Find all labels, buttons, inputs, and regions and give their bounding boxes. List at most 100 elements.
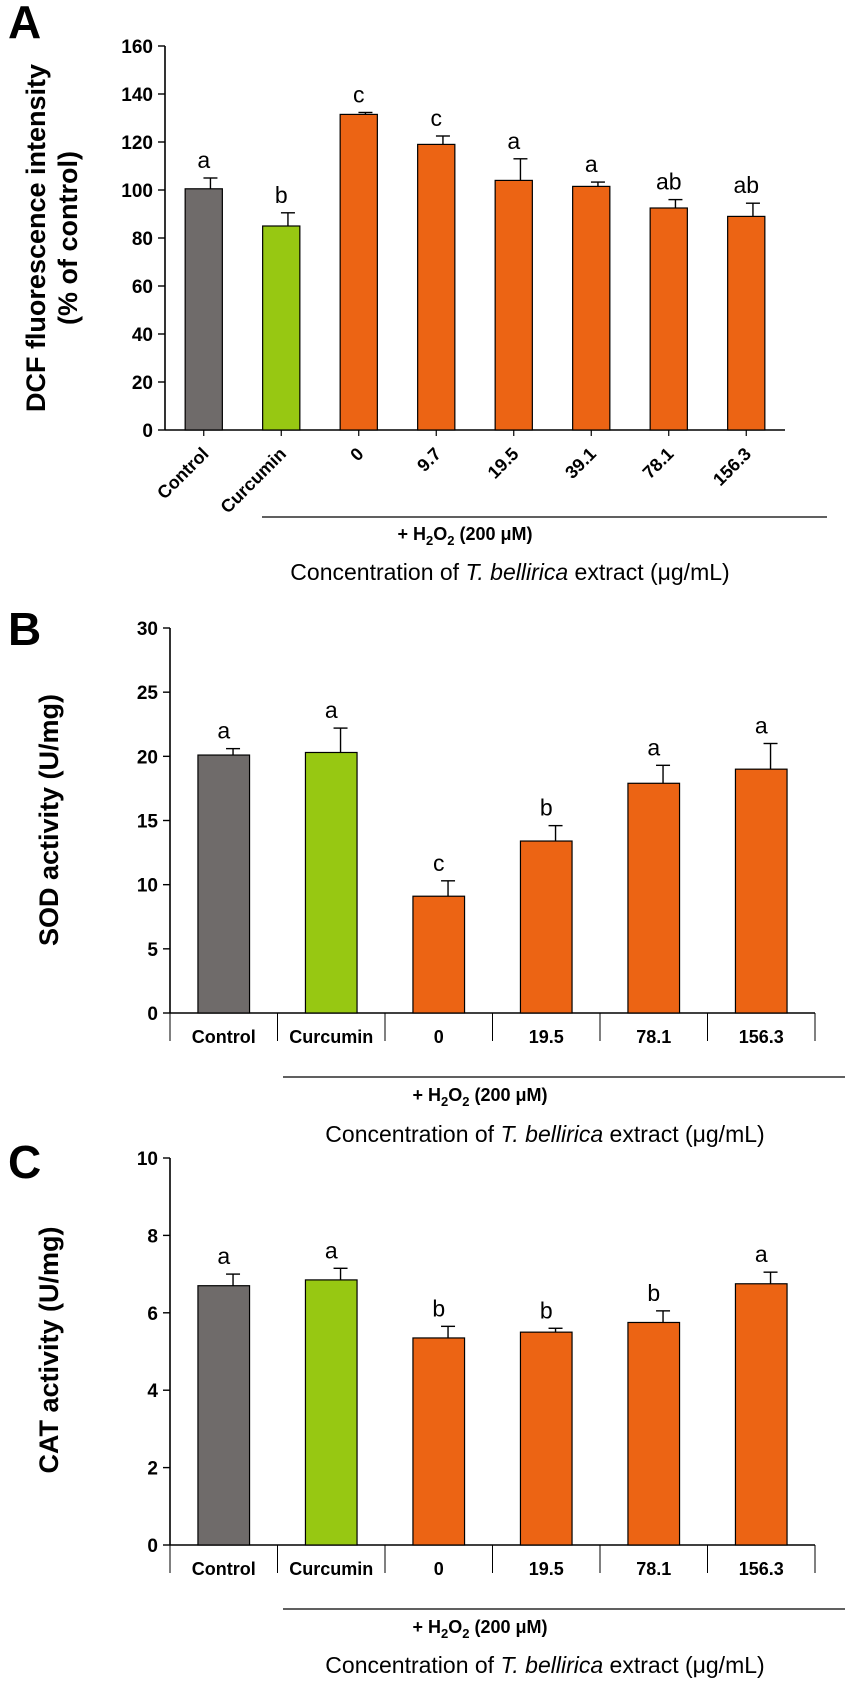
- bar: [412, 1337, 466, 1546]
- bar: [339, 113, 378, 431]
- treatment-label-part: (200 μM): [469, 1085, 547, 1105]
- category-label: 19.5: [484, 444, 523, 483]
- y-tick-label: 4: [147, 1381, 158, 1402]
- y-tick-label: 40: [132, 325, 153, 346]
- significance-letter: c: [431, 105, 443, 131]
- category-label: 9.7: [413, 444, 445, 476]
- bar: [262, 225, 301, 431]
- concentration-label: Concentration of T. bellirica extract (μ…: [325, 1121, 764, 1147]
- category-label: 78.1: [636, 1559, 671, 1579]
- bar: [494, 179, 533, 431]
- y-axis-label-line: CAT activity (U/mg): [34, 1226, 64, 1473]
- y-tick-label: 0: [142, 421, 153, 442]
- significance-letter: a: [197, 147, 210, 173]
- category-label: Curcumin: [217, 444, 291, 518]
- concentration-label: Concentration of T. bellirica extract (μ…: [325, 1652, 764, 1678]
- concentration-label-prefix: Concentration of: [325, 1121, 500, 1147]
- treatment-label-part: 2: [462, 1094, 469, 1109]
- category-label: Control: [153, 444, 212, 503]
- bar: [304, 1279, 358, 1546]
- y-tick-label: 140: [121, 85, 153, 106]
- bar: [184, 188, 223, 431]
- concentration-label-prefix: Concentration of: [325, 1652, 500, 1678]
- y-tick-label: 20: [137, 747, 158, 768]
- bar: [304, 751, 358, 1014]
- bar: [572, 185, 611, 431]
- y-axis-label-line: SOD activity (U/mg): [34, 694, 64, 946]
- category-label: 156.3: [739, 1559, 784, 1579]
- y-axis-label-line: (% of control): [53, 151, 83, 325]
- significance-letter: c: [433, 850, 445, 876]
- bar: [649, 207, 688, 431]
- treatment-label: + H2O2 (200 μM): [412, 1617, 547, 1641]
- bar: [734, 768, 788, 1014]
- category-label: Curcumin: [289, 1559, 373, 1579]
- treatment-label-part: + H: [397, 524, 426, 544]
- concentration-label: Concentration of T. bellirica extract (μ…: [290, 559, 729, 585]
- category-label: 78.1: [639, 444, 678, 483]
- significance-letter: a: [507, 128, 520, 154]
- bar: [627, 1321, 681, 1546]
- bar: [417, 143, 456, 431]
- bar: [412, 895, 466, 1014]
- treatment-label-part: O: [448, 1617, 462, 1637]
- significance-letter: a: [755, 1241, 768, 1267]
- panel-letter: C: [8, 1136, 41, 1188]
- category-label: 39.1: [561, 444, 600, 483]
- significance-letter: a: [647, 734, 660, 760]
- category-label: 78.1: [636, 1027, 671, 1047]
- bar: [734, 1283, 788, 1546]
- significance-letter: b: [275, 182, 288, 208]
- category-label: 0: [346, 444, 367, 465]
- y-tick-label: 160: [121, 37, 153, 58]
- concentration-label-prefix: Concentration of: [290, 559, 465, 585]
- y-axis-label: SOD activity (U/mg): [34, 694, 64, 946]
- significance-letter: a: [755, 713, 768, 739]
- significance-letter: b: [540, 795, 553, 821]
- treatment-label-part: (200 μM): [469, 1617, 547, 1637]
- y-axis-label: DCF fluorescence intensity(% of control): [21, 64, 83, 412]
- significance-letter: c: [353, 81, 365, 107]
- significance-letter: a: [585, 151, 598, 177]
- treatment-label-part: O: [448, 1085, 462, 1105]
- concentration-label-suffix: extract (μg/mL): [568, 559, 730, 585]
- y-tick-label: 6: [147, 1304, 158, 1325]
- treatment-label-part: 2: [441, 1094, 448, 1109]
- y-tick-label: 10: [137, 876, 158, 897]
- significance-letter: b: [432, 1295, 445, 1321]
- y-tick-label: 10: [137, 1149, 158, 1170]
- bar: [519, 840, 573, 1014]
- category-label: Control: [192, 1559, 256, 1579]
- concentration-label-species: T. bellirica: [500, 1652, 603, 1678]
- significance-letter: a: [217, 1243, 230, 1269]
- category-label: 19.5: [529, 1559, 564, 1579]
- treatment-label-part: + H: [412, 1617, 441, 1637]
- panel-letter: B: [8, 603, 41, 655]
- bar: [197, 1285, 251, 1546]
- category-label: 156.3: [739, 1027, 784, 1047]
- significance-letter: ab: [656, 169, 682, 195]
- y-axis-label: CAT activity (U/mg): [34, 1226, 64, 1473]
- y-tick-label: 60: [132, 277, 153, 298]
- bar: [519, 1331, 573, 1546]
- category-label: 0: [434, 1027, 444, 1047]
- y-tick-label: 0: [147, 1536, 158, 1557]
- treatment-label-part: 2: [441, 1626, 448, 1641]
- concentration-label-species: T. bellirica: [465, 559, 568, 585]
- y-tick-label: 0: [147, 1004, 158, 1025]
- y-tick-label: 80: [132, 229, 153, 250]
- category-label: 19.5: [529, 1027, 564, 1047]
- bar: [627, 782, 681, 1014]
- y-tick-label: 120: [121, 133, 153, 154]
- bar: [197, 754, 251, 1014]
- category-label: Curcumin: [289, 1027, 373, 1047]
- significance-letter: b: [647, 1280, 660, 1306]
- bar: [727, 215, 766, 431]
- category-label: 0: [434, 1559, 444, 1579]
- category-label: 156.3: [709, 444, 755, 490]
- treatment-label: + H2O2 (200 μM): [397, 524, 532, 548]
- concentration-label-suffix: extract (μg/mL): [603, 1121, 765, 1147]
